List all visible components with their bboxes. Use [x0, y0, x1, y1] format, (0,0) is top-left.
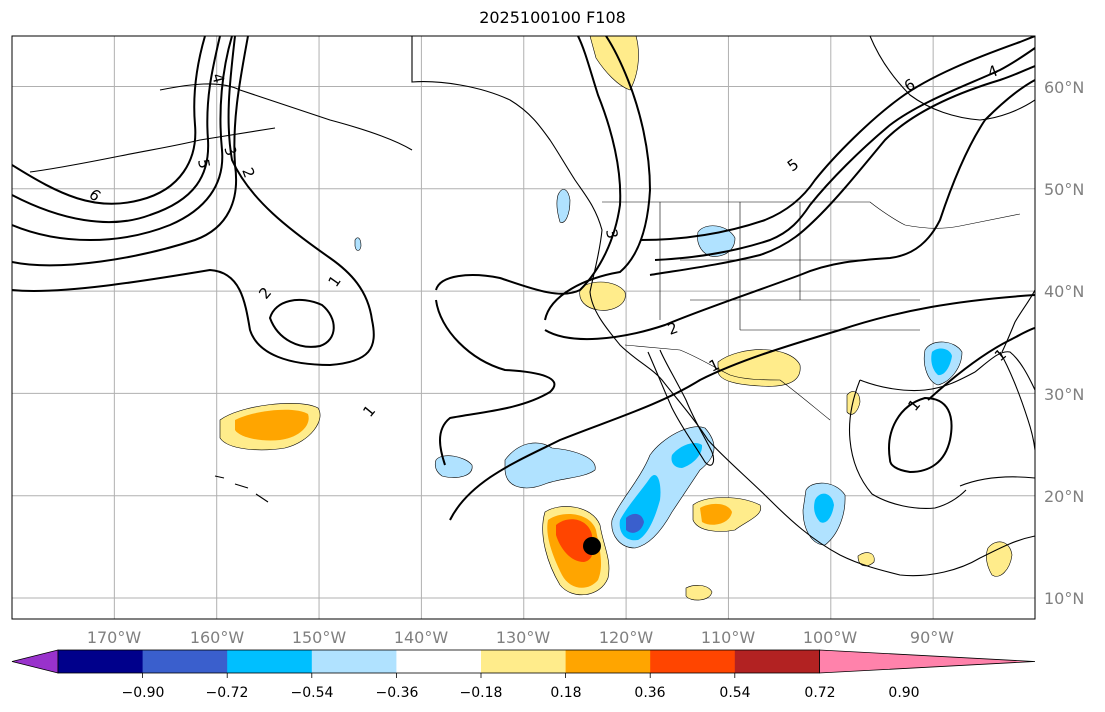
- contour-line: [449, 294, 1035, 521]
- lon-label-130w: 130°W: [496, 628, 551, 647]
- colorbar-segment: [734, 650, 820, 673]
- colorbar-tick-label: −0.18: [460, 685, 503, 701]
- colorbar-segment: [58, 650, 144, 673]
- colorbar-tick-label: −0.36: [376, 685, 419, 701]
- hudson-bay-coastline: [869, 36, 1035, 121]
- colorbar: [11, 649, 1036, 678]
- positive-anomaly-core: [556, 519, 594, 562]
- colorbar-segment: [311, 650, 397, 673]
- colorbar-tick-label: 0.72: [804, 685, 835, 701]
- positive-anomaly-core: [235, 409, 309, 441]
- contour-label: 4: [208, 71, 228, 85]
- negative-anomaly-area: [556, 189, 571, 223]
- map-frame: [11, 35, 1036, 620]
- negative-anomaly-core: [814, 493, 834, 523]
- lat-label-10n: 10°N: [1044, 589, 1084, 608]
- negative-anomaly-area: [354, 237, 362, 251]
- latitude-labels: 10°N 20°N 30°N 40°N 50°N 60°N: [1044, 78, 1084, 608]
- contour-lines: [12, 36, 1035, 521]
- contour-line: [649, 65, 1035, 276]
- florida-coastline: [999, 351, 1035, 451]
- contour-line: [12, 36, 206, 205]
- contour-line: [435, 299, 556, 466]
- colorbar-frame: [57, 649, 820, 674]
- contour-line: [927, 327, 1035, 401]
- colorbar-tick-label: −0.90: [122, 685, 165, 701]
- gulf-of-mexico-coastline: [859, 351, 1035, 392]
- contour-line: [888, 396, 953, 474]
- lon-label-120w: 120°W: [599, 628, 654, 647]
- lat-label-30n: 30°N: [1044, 385, 1084, 404]
- contour-line: [544, 79, 1035, 341]
- contour-line: [12, 36, 233, 241]
- contour-line: [268, 298, 335, 348]
- contour-line: [12, 36, 249, 267]
- negative-anomaly-core: [626, 513, 644, 533]
- colorbar-tick-label: 0.54: [719, 685, 750, 701]
- storm-center-marker: [583, 537, 601, 555]
- longitude-labels: 170°W 160°W 150°W 140°W 130°W 120°W 110°…: [87, 628, 954, 647]
- colorbar-tick-label: 0.18: [550, 685, 581, 701]
- north-america-coastline: [411, 36, 1035, 577]
- contour-line: [12, 36, 375, 367]
- lon-label-90w: 90°W: [910, 628, 954, 647]
- lat-label-60n: 60°N: [1044, 78, 1084, 97]
- mexico-east-coastline: [848, 379, 967, 509]
- positive-anomaly-area: [846, 391, 861, 415]
- colorbar-tick-labels: −0.90 −0.72 −0.54 −0.36 −0.18 0.18 0.36 …: [122, 685, 920, 701]
- contour-line: [435, 36, 622, 295]
- negative-anomaly-area: [697, 225, 736, 257]
- positive-anomaly-area: [986, 541, 1013, 577]
- positive-anomaly-core: [700, 503, 732, 525]
- positive-anomaly-area: [685, 585, 713, 601]
- colorbar-arrow-min: [11, 649, 59, 674]
- lon-label-110w: 110°W: [701, 628, 756, 647]
- us-mexico-border: [624, 344, 831, 421]
- negative-anomaly-area: [504, 442, 596, 489]
- political-borders: [411, 36, 1021, 421]
- east-coast-coastline: [1001, 289, 1035, 353]
- negative-anomaly-core: [931, 348, 952, 376]
- colorbar-tick-label: 0.36: [634, 685, 665, 701]
- lat-label-50n: 50°N: [1044, 180, 1084, 199]
- contour-line: [544, 36, 652, 321]
- colorbar-segment: [142, 650, 228, 673]
- positive-anomaly-area: [579, 281, 626, 311]
- colorbar-tick-label: 0.90: [888, 685, 919, 701]
- lat-label-20n: 20°N: [1044, 487, 1084, 506]
- contour-label: 5: [194, 158, 213, 171]
- lon-label-100w: 100°W: [803, 628, 858, 647]
- colorbar-segment: [396, 650, 482, 673]
- map-title: 2025100100 F108: [479, 8, 626, 27]
- baja-california-coastline: [647, 349, 715, 466]
- contour-line: [12, 36, 221, 224]
- lon-label-160w: 160°W: [190, 628, 245, 647]
- colorbar-segment: [650, 650, 736, 673]
- cuba-coastline: [959, 476, 1035, 487]
- lon-label-150w: 150°W: [292, 628, 347, 647]
- negative-anomaly-core: [671, 443, 703, 468]
- colorbar-arrow-max: [819, 649, 1036, 674]
- alaska-coastline: [159, 83, 413, 151]
- colorbar-segment: [227, 650, 313, 673]
- contour-label: 3: [602, 228, 621, 241]
- colorbar-segment: [565, 650, 651, 673]
- lat-label-40n: 40°N: [1044, 282, 1084, 301]
- us-canada-border: [602, 201, 1021, 229]
- contour-line: [639, 36, 1035, 241]
- colorbar-tick-label: −0.54: [291, 685, 334, 701]
- lon-label-140w: 140°W: [394, 628, 449, 647]
- colorbar-segment: [481, 650, 567, 673]
- contour-line: [654, 47, 1035, 261]
- us-state-lines: [659, 202, 920, 331]
- lon-label-170w: 170°W: [87, 628, 142, 647]
- hawaii-islands: [214, 475, 269, 503]
- colorbar-tick-label: −0.72: [206, 685, 249, 701]
